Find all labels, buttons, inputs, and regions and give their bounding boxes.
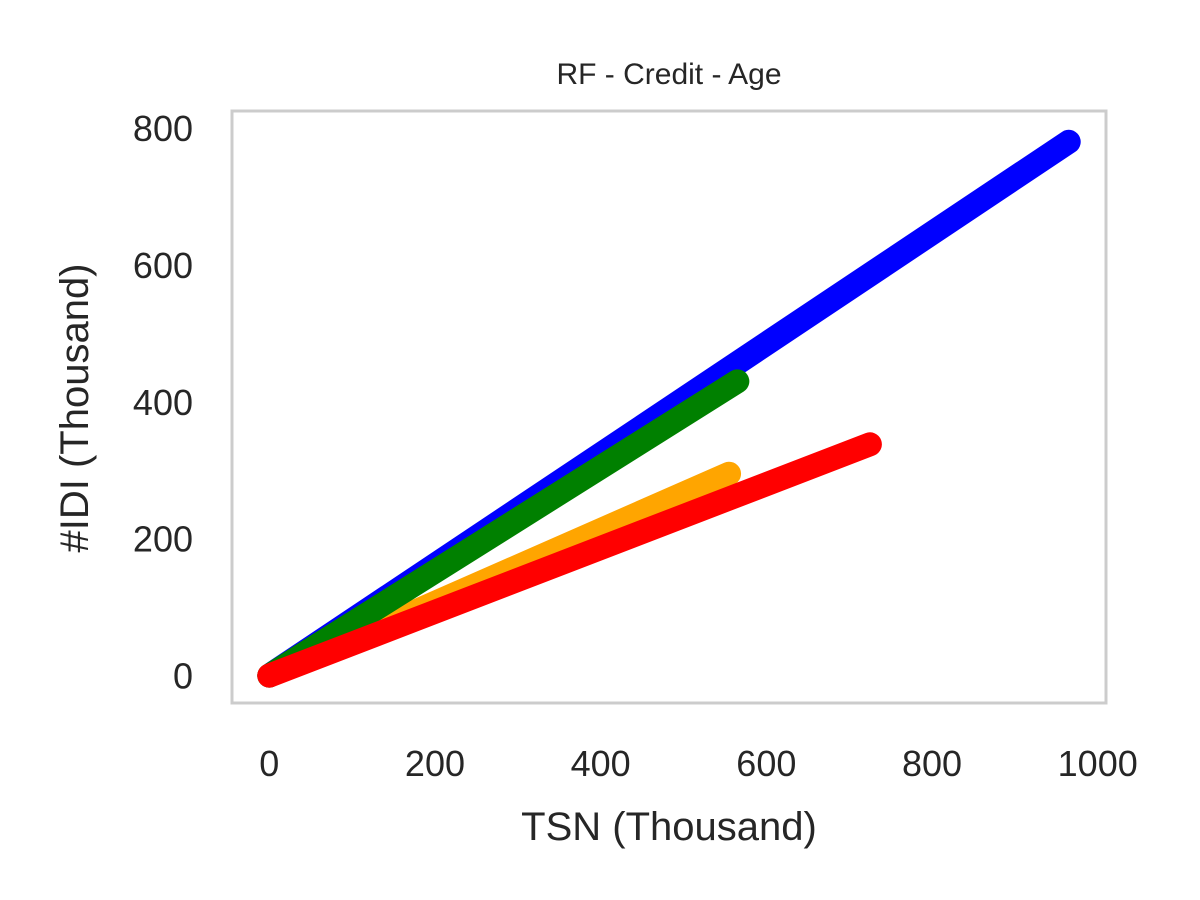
y-tick-label: 400 bbox=[133, 382, 193, 423]
y-tick-label: 0 bbox=[173, 656, 193, 697]
x-axis-label: TSN (Thousand) bbox=[521, 805, 817, 849]
y-axis-label: #IDI (Thousand) bbox=[53, 263, 97, 552]
series-4-points bbox=[257, 432, 882, 688]
series-layer bbox=[257, 129, 1081, 688]
x-tick-label: 200 bbox=[405, 743, 465, 784]
series-3-points bbox=[257, 369, 750, 688]
x-tick-label: 600 bbox=[736, 743, 796, 784]
x-tick-label: 1000 bbox=[1058, 743, 1138, 784]
x-tick-label: 400 bbox=[571, 743, 631, 784]
x-tick-labels: 0 200 400 600 800 1000 bbox=[259, 743, 1137, 784]
y-tick-label: 200 bbox=[133, 519, 193, 560]
x-tick-label: 0 bbox=[259, 743, 279, 784]
y-tick-label: 600 bbox=[133, 245, 193, 286]
y-tick-labels: 0 200 400 600 800 bbox=[133, 108, 193, 697]
chart-title: RF - Credit - Age bbox=[556, 58, 781, 91]
plot-frame bbox=[230, 109, 1108, 705]
x-tick-label: 800 bbox=[902, 743, 962, 784]
y-tick-label: 800 bbox=[133, 108, 193, 149]
